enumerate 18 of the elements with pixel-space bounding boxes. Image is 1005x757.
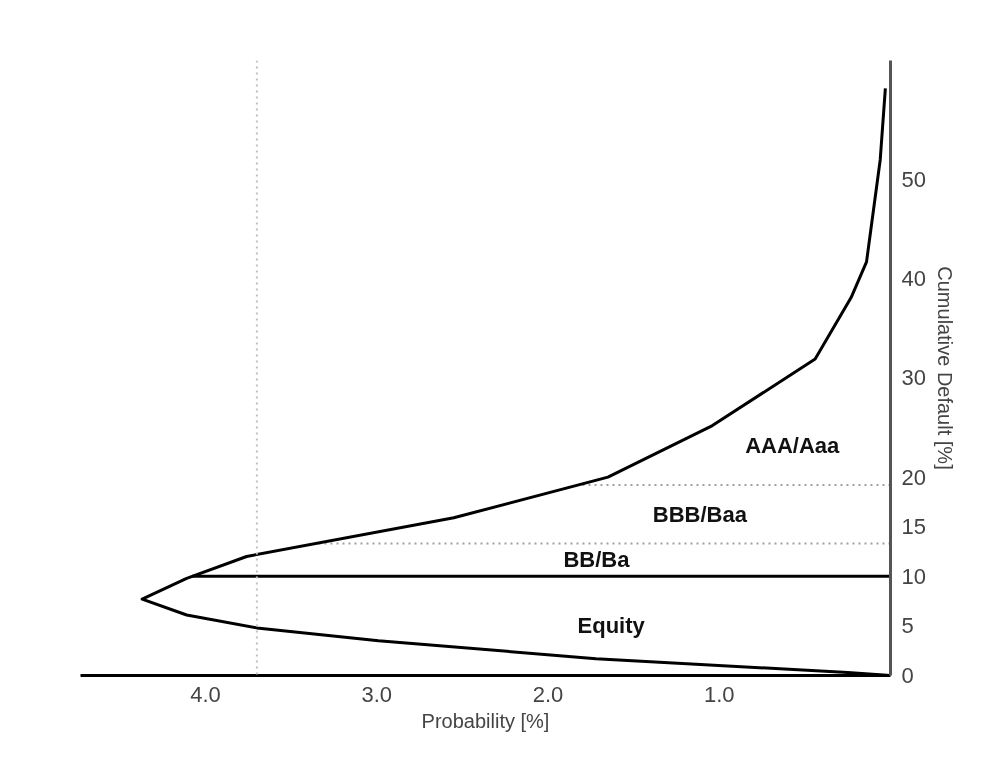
y-tick-label: 5 <box>901 613 914 639</box>
x-tick-label: 4.0 <box>190 681 221 707</box>
annotation: Equity <box>577 613 646 639</box>
x-axis-title: Probability [%] <box>421 709 550 732</box>
annotation: BB/Ba <box>563 547 631 573</box>
x-tick-label: 3.0 <box>361 681 393 707</box>
y-tick-label: 40 <box>901 266 926 292</box>
y-tick-label: 0 <box>901 663 914 688</box>
x-tick-label: 2.0 <box>532 681 564 707</box>
y-tick-label: 30 <box>901 365 926 391</box>
y-axis-title: Cumulative Default [%] <box>933 266 956 470</box>
annotation: AAA/Aaa <box>745 432 841 458</box>
y-tick-label: 15 <box>901 514 926 540</box>
annotation: BBB/Baa <box>652 501 748 527</box>
y-tick-label: 50 <box>901 167 926 193</box>
x-tick-label: 1.0 <box>703 681 735 707</box>
y-tick-label: 10 <box>901 563 926 589</box>
y-tick-label: 20 <box>901 464 926 490</box>
